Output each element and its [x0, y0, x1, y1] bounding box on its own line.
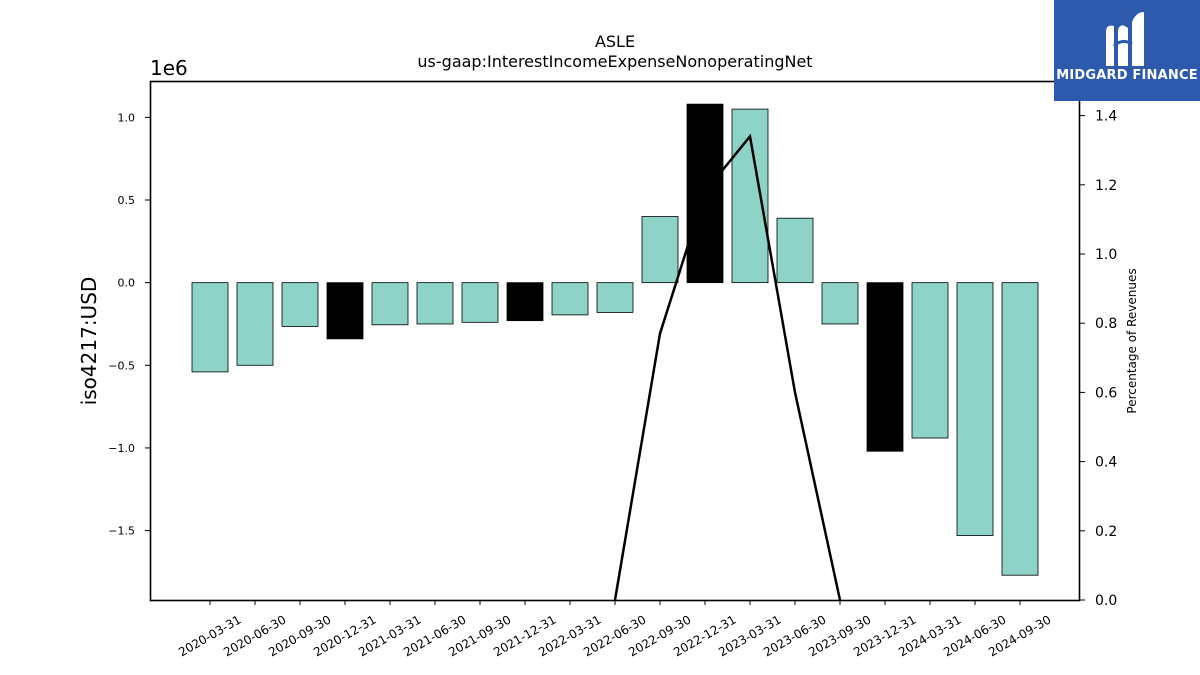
bar: [956, 282, 994, 536]
y-axis-label: iso4217:USD: [77, 277, 101, 406]
y-axis-left: −1.5 −1.0 −0.5 0.0 0.5 1.0: [108, 111, 150, 538]
bar: [551, 282, 589, 316]
chart-title: ASLE: [594, 32, 636, 51]
bar: [866, 282, 904, 452]
y2-tick-label: 0.4: [1095, 455, 1117, 471]
bar: [281, 282, 319, 327]
bar: [416, 282, 454, 325]
bar: [461, 282, 499, 323]
y2-tick-label: 0.0: [1095, 593, 1117, 609]
bar: [641, 216, 679, 284]
x-axis: 2020-03-312020-06-302020-09-302020-12-31…: [176, 600, 1054, 659]
revenue-percentage-line: [613, 133, 842, 601]
brand-name: MIDGARD FINANCE: [1056, 68, 1198, 83]
bar: [191, 282, 229, 373]
y-tick-label: 0.0: [118, 277, 136, 290]
line-layer: [613, 133, 842, 601]
y-tick-label: −1.5: [108, 525, 135, 538]
y-tick-label: −0.5: [108, 359, 135, 372]
y2-tick-label: 0.2: [1095, 524, 1117, 540]
bar: [506, 282, 544, 322]
y2-tick-label: 1.0: [1095, 247, 1117, 263]
midgard-m-logo-icon: [1106, 12, 1144, 67]
chart-subtitle: us-gaap:InterestIncomeExpenseNonoperatin…: [417, 52, 813, 71]
brand-badge: MIDGARD FINANCE: [1054, 0, 1200, 101]
bar: [371, 282, 409, 326]
y-axis-right: 0.0 0.2 0.4 0.6 0.8 1.0 1.2 1.4: [1080, 109, 1117, 609]
y2-tick-label: 0.8: [1095, 316, 1117, 332]
y2-tick-label: 1.4: [1095, 109, 1117, 125]
bars-layer: [191, 103, 1039, 576]
bar: [326, 282, 364, 340]
y2-tick-label: 1.2: [1095, 178, 1117, 194]
bar: [596, 282, 634, 313]
y-tick-label: 0.5: [118, 194, 136, 207]
bar: [776, 217, 814, 284]
bar: [821, 282, 859, 325]
y-tick-label: 1.0: [118, 111, 136, 124]
bar: [911, 282, 949, 439]
bar: [236, 282, 274, 366]
bar: [1001, 282, 1039, 576]
y2-axis-label: Percentage of Revenues: [1125, 268, 1139, 413]
y-tick-label: −1.0: [108, 442, 135, 455]
y2-tick-label: 0.6: [1095, 385, 1117, 401]
y-scale-label: 1e6: [150, 56, 188, 80]
